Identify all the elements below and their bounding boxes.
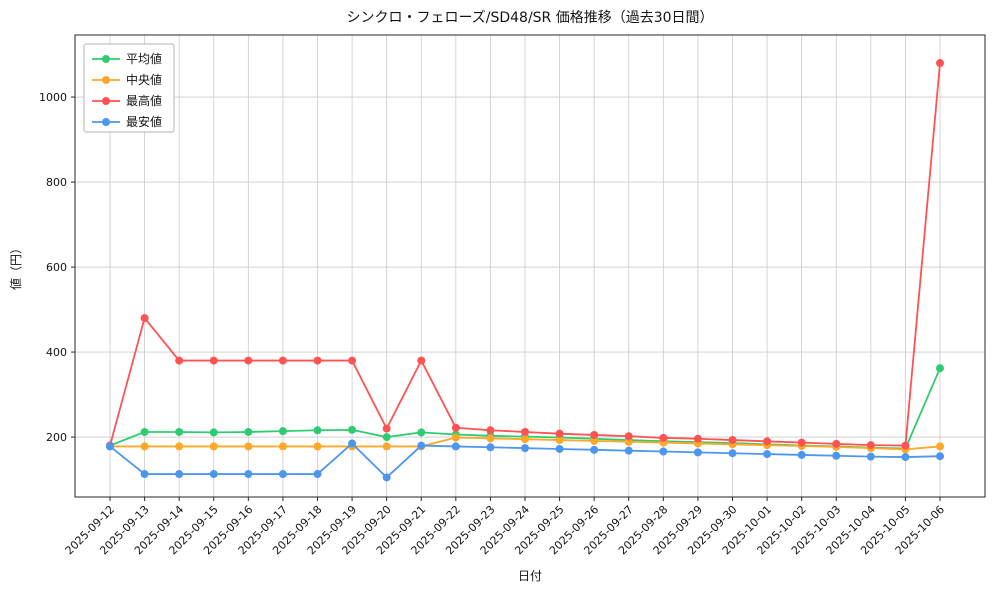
series-point bbox=[244, 442, 253, 451]
series-point bbox=[313, 470, 322, 479]
series-point bbox=[313, 356, 322, 365]
series-point bbox=[417, 428, 426, 437]
series-point bbox=[382, 424, 391, 433]
series-point bbox=[659, 433, 668, 442]
series-point bbox=[901, 441, 910, 450]
series-point bbox=[693, 434, 702, 443]
chart-title: シンクロ・フェローズ/SD48/SR 価格推移（過去30日間） bbox=[346, 10, 713, 26]
series-point bbox=[209, 442, 218, 451]
series-point bbox=[555, 444, 564, 453]
series-point bbox=[278, 427, 287, 436]
series-point bbox=[521, 435, 529, 444]
series-point bbox=[728, 436, 737, 445]
y-axis-label: 値（円） bbox=[8, 242, 23, 290]
series-point bbox=[140, 314, 149, 323]
y-tick-label: 800 bbox=[46, 176, 67, 189]
series-point bbox=[936, 364, 944, 373]
series-point bbox=[936, 442, 944, 451]
x-axis-label: 日付 bbox=[518, 569, 542, 583]
series-point bbox=[797, 450, 806, 459]
series-point bbox=[486, 434, 495, 443]
series-point bbox=[209, 428, 218, 437]
series-point bbox=[451, 442, 460, 451]
series-markers-3 bbox=[106, 439, 944, 482]
series-point bbox=[140, 442, 149, 451]
legend-label-1: 中央値 bbox=[126, 72, 162, 87]
series-point bbox=[624, 446, 633, 455]
series-point bbox=[209, 470, 218, 479]
series-point bbox=[451, 423, 460, 432]
series-point bbox=[866, 452, 875, 461]
series-point bbox=[313, 442, 322, 451]
series-point bbox=[244, 470, 253, 479]
y-tick-label: 400 bbox=[46, 346, 67, 359]
y-tick-label: 600 bbox=[46, 261, 67, 274]
series-point bbox=[866, 441, 875, 450]
series-point bbox=[278, 356, 287, 365]
plot-area: 20040060080010002025-09-122025-09-132025… bbox=[39, 34, 986, 557]
series-point bbox=[175, 442, 184, 451]
series-point bbox=[140, 470, 149, 479]
series-point bbox=[278, 442, 287, 451]
series-point bbox=[936, 59, 944, 68]
series-point bbox=[659, 447, 668, 456]
series-point bbox=[209, 356, 218, 365]
series-point bbox=[486, 443, 495, 452]
legend-label-0: 平均値 bbox=[126, 51, 162, 66]
series-point bbox=[693, 448, 702, 457]
series-point bbox=[832, 451, 841, 460]
series-point bbox=[175, 356, 184, 365]
plot-border bbox=[74, 34, 986, 498]
series-point bbox=[106, 442, 114, 451]
series-point bbox=[728, 449, 737, 458]
series-point bbox=[451, 433, 460, 442]
series-point bbox=[624, 432, 633, 441]
series-point bbox=[763, 437, 772, 446]
series-markers-1 bbox=[106, 433, 944, 454]
legend-marker bbox=[102, 97, 110, 105]
series-point bbox=[348, 425, 357, 434]
series-point bbox=[140, 427, 149, 436]
series-point bbox=[832, 439, 841, 448]
series-markers-2 bbox=[106, 59, 944, 450]
series-point bbox=[417, 356, 426, 365]
series-point bbox=[175, 427, 184, 436]
legend-marker bbox=[102, 76, 110, 84]
series-point bbox=[624, 437, 633, 446]
y-tick-label: 200 bbox=[46, 431, 67, 444]
series-point bbox=[382, 433, 391, 442]
series-point bbox=[348, 439, 357, 448]
legend-box bbox=[83, 43, 175, 133]
series-point bbox=[313, 426, 322, 435]
series-point bbox=[278, 470, 287, 479]
legend-label-2: 最高値 bbox=[126, 93, 162, 108]
series-point bbox=[901, 453, 910, 462]
series-point bbox=[936, 452, 944, 461]
y-tick-label: 1000 bbox=[39, 91, 67, 104]
series-point bbox=[521, 427, 529, 436]
legend-label-3: 最安値 bbox=[126, 114, 162, 129]
series-point bbox=[382, 473, 391, 482]
series-point bbox=[244, 427, 253, 436]
series-point bbox=[590, 430, 599, 439]
series-point bbox=[797, 438, 806, 447]
legend-marker bbox=[102, 55, 110, 63]
series-point bbox=[348, 356, 357, 365]
series-point bbox=[417, 441, 426, 450]
legend-marker bbox=[102, 118, 110, 126]
series-point bbox=[382, 442, 391, 451]
series-point bbox=[555, 429, 564, 438]
series-point bbox=[486, 426, 495, 435]
series-point bbox=[555, 436, 564, 445]
series-point bbox=[521, 444, 529, 453]
series-point bbox=[175, 470, 184, 479]
series-point bbox=[763, 450, 772, 459]
series-point bbox=[590, 436, 599, 445]
series-point bbox=[590, 445, 599, 454]
series-point bbox=[244, 356, 253, 365]
